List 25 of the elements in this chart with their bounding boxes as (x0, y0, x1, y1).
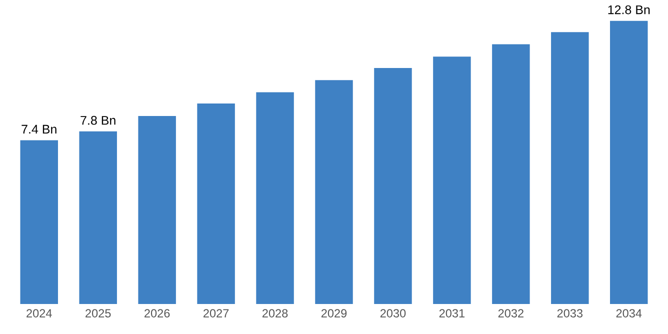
bar (256, 92, 294, 304)
x-tick-label: 2031 (439, 309, 465, 318)
bar (610, 20, 648, 304)
x-tick-label: 2028 (262, 309, 288, 318)
data-label: 12.8 Bn (608, 5, 650, 14)
bar (374, 68, 412, 304)
data-label: 7.8 Bn (80, 116, 116, 125)
data-label: 7.4 Bn (22, 124, 56, 134)
bar (20, 140, 58, 304)
bar (197, 104, 235, 304)
x-tick-label: 2027 (204, 309, 229, 318)
bar (138, 116, 176, 304)
bar (315, 80, 353, 304)
x-tick-label: 2029 (321, 309, 347, 318)
x-tick-label: 2030 (380, 309, 406, 318)
x-tick-label: 2032 (498, 309, 524, 318)
x-tick-label: 2026 (144, 309, 170, 318)
x-tick-label: 2033 (557, 309, 583, 318)
bar (551, 32, 589, 304)
x-tick-label: 2025 (86, 309, 111, 318)
bar (492, 44, 530, 304)
bar (433, 56, 471, 304)
x-tick-label: 2034 (616, 309, 642, 318)
x-tick-label: 2024 (26, 309, 52, 318)
bar (79, 131, 117, 304)
